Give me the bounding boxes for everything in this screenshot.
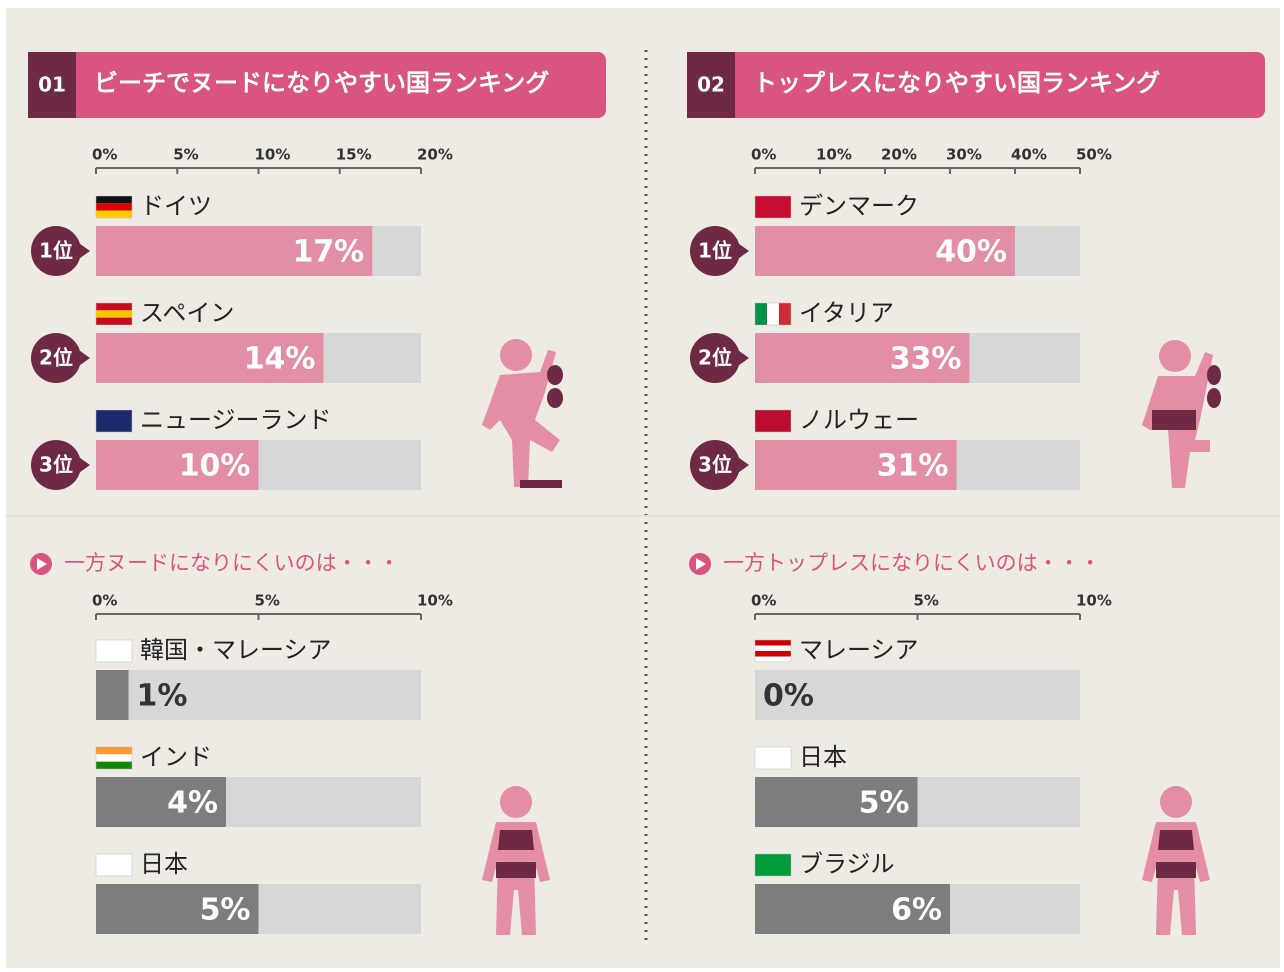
flag — [755, 747, 791, 769]
value-label: 4% — [167, 786, 218, 821]
category-label: イタリア — [799, 299, 894, 327]
flag — [779, 303, 791, 325]
flag — [755, 646, 791, 652]
value-label: 6% — [891, 893, 942, 928]
flag — [96, 211, 132, 218]
header-number: 02 — [697, 73, 725, 97]
flag — [96, 762, 132, 769]
flag — [96, 203, 132, 210]
category-label: ドイツ — [140, 192, 212, 220]
flag — [755, 651, 791, 657]
flag — [96, 747, 132, 754]
x-tick-label: 10% — [816, 146, 852, 164]
flag — [96, 303, 132, 310]
bar — [96, 670, 129, 720]
x-tick-label: 50% — [1076, 146, 1112, 164]
rank-label: 2位 — [698, 346, 732, 370]
value-label: 5% — [859, 786, 910, 821]
x-tick-label: 20% — [417, 146, 453, 164]
flag — [755, 657, 791, 663]
flag — [96, 651, 132, 662]
flag — [96, 854, 132, 876]
x-tick-label: 40% — [1011, 146, 1047, 164]
flag — [96, 310, 132, 317]
value-label: 0% — [763, 679, 814, 714]
x-tick-label: 0% — [751, 592, 776, 610]
flag — [755, 410, 791, 421]
rank-label: 2位 — [39, 346, 73, 370]
flag — [96, 421, 132, 432]
category-label: ブラジル — [799, 850, 895, 878]
rank-label: 3位 — [39, 453, 73, 477]
category-label: マレーシア — [799, 636, 919, 664]
x-tick-label: 10% — [417, 592, 453, 610]
value-label: 33% — [890, 342, 962, 377]
flag — [767, 303, 779, 325]
header-title: トップレスになりやすい国ランキング — [753, 69, 1160, 97]
x-tick-label: 10% — [1076, 592, 1112, 610]
rank-label: 1位 — [698, 239, 732, 263]
value-label: 5% — [200, 893, 251, 928]
subtitle: 一方ヌードになりにくいのは・・・ — [64, 551, 400, 575]
flag — [96, 196, 132, 203]
value-label: 14% — [244, 342, 316, 377]
value-label: 10% — [179, 449, 251, 484]
x-tick-label: 5% — [255, 592, 280, 610]
x-tick-label: 30% — [946, 146, 982, 164]
flag — [96, 754, 132, 761]
value-label: 40% — [935, 235, 1007, 270]
flag — [96, 410, 132, 421]
flag — [755, 854, 791, 876]
value-label: 1% — [137, 679, 188, 714]
category-label: 韓国・マレーシア — [140, 636, 332, 664]
category-label: 日本 — [140, 850, 188, 878]
header-number: 01 — [38, 73, 66, 97]
x-tick-label: 0% — [92, 146, 117, 164]
category-label: スペイン — [140, 299, 234, 327]
flag — [755, 196, 791, 207]
category-label: インド — [140, 743, 212, 771]
x-tick-label: 0% — [751, 146, 776, 164]
rank-label: 1位 — [39, 239, 73, 263]
category-label: ノルウェー — [799, 406, 919, 434]
category-label: デンマーク — [799, 192, 919, 220]
x-tick-label: 20% — [881, 146, 917, 164]
flag — [96, 318, 132, 325]
flag — [755, 640, 791, 646]
x-tick-label: 0% — [92, 592, 117, 610]
flag — [755, 303, 767, 325]
flag — [96, 640, 132, 651]
x-tick-label: 5% — [914, 592, 939, 610]
header-title: ビーチでヌードになりやすい国ランキング — [94, 69, 549, 97]
subtitle: 一方トップレスになりにくいのは・・・ — [723, 551, 1101, 575]
value-label: 17% — [292, 235, 364, 270]
flag — [755, 207, 791, 218]
rank-label: 3位 — [698, 453, 732, 477]
category-label: ニュージーランド — [140, 406, 332, 434]
category-label: 日本 — [799, 743, 847, 771]
x-tick-label: 5% — [173, 146, 198, 164]
flag — [755, 421, 791, 432]
x-tick-label: 15% — [336, 146, 372, 164]
x-tick-label: 10% — [255, 146, 291, 164]
infographic: 01 ビーチでヌードになりやすい国ランキング 0% 5% 10% 15% 20% ドイツ 17%… — [0, 0, 1284, 972]
value-label: 31% — [877, 449, 949, 484]
